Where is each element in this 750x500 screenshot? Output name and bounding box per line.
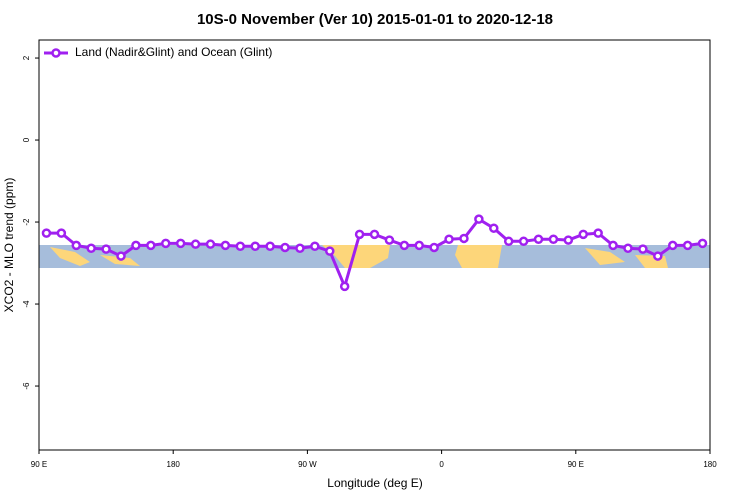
point [86, 243, 96, 254]
x-tick-label: 90 E [31, 460, 47, 469]
x-tick-label: 180 [703, 460, 717, 469]
point [265, 241, 275, 251]
point [638, 244, 648, 254]
legend-marker [51, 48, 61, 58]
point [250, 241, 260, 251]
point [593, 228, 603, 238]
point [563, 235, 574, 245]
x-tick-label: 90 W [298, 460, 317, 469]
point [697, 238, 708, 249]
point [116, 251, 126, 261]
point [339, 281, 350, 292]
point [548, 234, 559, 245]
point [295, 243, 305, 254]
point [682, 240, 693, 251]
point [369, 229, 380, 240]
point [175, 238, 186, 249]
point [41, 228, 52, 238]
point [101, 244, 111, 254]
y-tick-label: -2 [22, 218, 31, 226]
point [354, 229, 365, 240]
y-tick-label: 2 [22, 55, 31, 60]
point [190, 239, 201, 249]
x-tick-label: 90 E [568, 460, 584, 469]
chart-title: 10S-0 November (Ver 10) 2015-01-01 to 20… [197, 11, 553, 28]
point [489, 223, 499, 233]
point [518, 236, 529, 247]
point [459, 233, 469, 244]
point [533, 234, 544, 245]
x-axis-label: Longitude (deg E) [327, 476, 422, 490]
point [146, 240, 156, 251]
point [310, 241, 320, 251]
point [444, 234, 454, 245]
point [280, 242, 290, 253]
point [235, 241, 246, 251]
point [653, 251, 663, 261]
point [325, 246, 335, 256]
point [131, 240, 141, 251]
map-strip [39, 245, 710, 268]
y-tick-label: 0 [22, 137, 31, 142]
point [503, 236, 514, 247]
point [56, 228, 67, 238]
legend-label: Land (Nadir&Glint) and Ocean (Glint) [75, 45, 272, 59]
x-tick-label: 180 [167, 460, 181, 469]
y-tick-label: -6 [22, 382, 31, 390]
point [160, 238, 171, 249]
point [220, 240, 231, 251]
point [399, 240, 410, 251]
plot-frame [38, 39, 711, 451]
point [205, 239, 216, 249]
y-tick-label: -4 [22, 300, 31, 308]
point [429, 242, 439, 253]
point [667, 240, 678, 251]
point [414, 240, 424, 251]
point [384, 235, 395, 245]
point [623, 243, 633, 254]
x-tick-label: 0 [439, 460, 444, 469]
point [71, 240, 82, 251]
point [578, 229, 589, 240]
y-axis-label: XCO2 - MLO trend (ppm) [2, 178, 16, 313]
point [608, 240, 618, 251]
point [474, 214, 484, 224]
